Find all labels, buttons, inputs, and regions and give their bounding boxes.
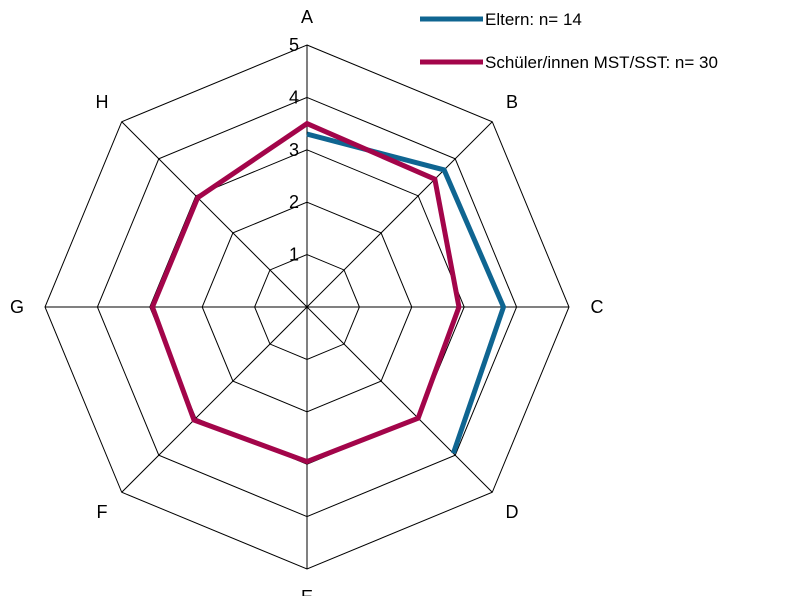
tick-label-4: 4 — [289, 87, 299, 107]
axis-label-C: C — [591, 297, 604, 317]
axis-label-G: G — [10, 297, 24, 317]
axis-label-F: F — [96, 502, 107, 522]
axis-label-E: E — [301, 587, 313, 596]
axis-label-H: H — [95, 92, 108, 112]
spoke-F — [121, 306, 308, 493]
tick-label-5: 5 — [289, 35, 299, 55]
spoke-D — [306, 306, 493, 493]
radar-tick-labels: 1 2 3 4 5 — [289, 35, 299, 265]
axis-label-B: B — [506, 92, 518, 112]
axis-label-D: D — [506, 502, 519, 522]
radar-axis-labels: A B C D E F G H — [10, 7, 604, 596]
tick-label-3: 3 — [289, 140, 299, 160]
axis-label-A: A — [301, 7, 313, 27]
tick-label-1: 1 — [289, 245, 299, 265]
tick-label-2: 2 — [289, 192, 299, 212]
radar-series — [149, 120, 507, 465]
legend-label-2: Schüler/innen MST/SST: n= 30 — [485, 53, 718, 72]
legend-label-1: Eltern: n= 14 — [485, 10, 582, 29]
radar-spokes — [45, 45, 569, 569]
series-line-2 — [149, 120, 462, 465]
spoke-B — [306, 121, 493, 308]
legend: Eltern: n= 14 Schüler/innen MST/SST: n= 3… — [420, 10, 718, 72]
spoke-H — [121, 121, 308, 308]
